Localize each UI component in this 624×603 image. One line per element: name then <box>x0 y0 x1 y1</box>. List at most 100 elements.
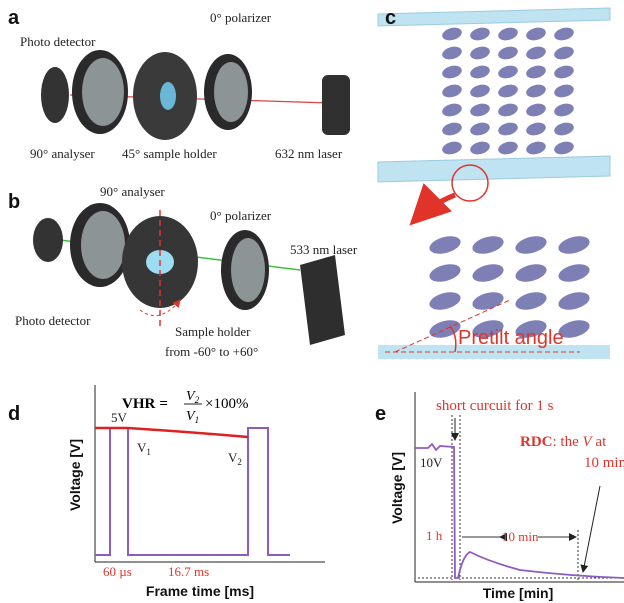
molecule <box>553 83 575 100</box>
label: 0° polarizer <box>210 208 272 223</box>
axis-label: Frame time [ms] <box>146 583 254 599</box>
molecule <box>441 83 463 100</box>
sample <box>160 82 176 110</box>
molecule <box>525 64 547 81</box>
molecule <box>513 261 548 285</box>
molecule <box>553 140 575 157</box>
label: 90° analyser <box>100 184 165 199</box>
molecule <box>427 261 462 285</box>
molecule <box>525 121 547 138</box>
tspan: RDC <box>520 434 553 450</box>
molecule <box>427 289 462 313</box>
molecule <box>553 26 575 43</box>
tspan: = <box>159 396 168 412</box>
molecule <box>497 121 519 138</box>
molecule <box>497 140 519 157</box>
formula-den: V1 <box>186 409 199 425</box>
bottom-plate <box>378 156 610 182</box>
molecule <box>513 289 548 313</box>
waveform <box>95 428 290 555</box>
tspan: 2 <box>237 457 242 467</box>
molecule <box>469 64 491 81</box>
molecule <box>553 64 575 81</box>
molecule <box>469 102 491 119</box>
molecule <box>553 102 575 119</box>
panel-c: c Pretilt angle <box>378 7 610 359</box>
molecule <box>553 121 575 138</box>
label: Photo detector <box>15 313 91 328</box>
label: 5V <box>111 410 128 425</box>
molecule <box>441 102 463 119</box>
molecule <box>513 233 548 257</box>
molecule <box>469 45 491 62</box>
label: V2 <box>228 450 242 467</box>
molecule <box>441 140 463 157</box>
label: 90° analyser <box>30 146 95 161</box>
label: 16.7 ms <box>168 564 209 579</box>
axis-label: Voltage [V] <box>67 439 83 511</box>
molecule <box>441 45 463 62</box>
label: 1 h <box>426 528 443 543</box>
molecule <box>497 102 519 119</box>
tspan: at <box>592 434 607 450</box>
analyser-glass <box>81 211 125 279</box>
formula-num: V2 <box>186 389 200 405</box>
molecule <box>441 121 463 138</box>
top-plate <box>378 8 610 26</box>
panel-a: a Photo detector 0° polarizer 90° analys… <box>8 7 350 161</box>
molecule <box>469 140 491 157</box>
panel-letter: a <box>8 7 20 29</box>
figure: a Photo detector 0° polarizer 90° analys… <box>0 0 624 603</box>
molecule <box>470 261 505 285</box>
molecule <box>470 233 505 257</box>
molecule <box>470 289 505 313</box>
detector <box>33 218 63 262</box>
molecule <box>525 45 547 62</box>
label: Photo detector <box>20 34 96 49</box>
tspan: VHR <box>122 396 156 412</box>
molecule <box>469 83 491 100</box>
panel-b: b 90° analyser 0° polarizer 533 nm laser… <box>8 184 358 359</box>
molecule <box>497 26 519 43</box>
laser <box>300 255 345 345</box>
label: 632 nm laser <box>275 146 343 161</box>
molecule <box>525 140 547 157</box>
molecule <box>525 83 547 100</box>
molecule <box>427 233 462 257</box>
molecule <box>441 26 463 43</box>
label: 45° sample holder <box>122 146 217 161</box>
zoom-arrow <box>413 195 455 222</box>
tspan: : the <box>553 434 583 450</box>
panel-letter: c <box>385 7 396 29</box>
polarizer-glass <box>231 238 265 302</box>
molecule <box>497 45 519 62</box>
label: from -60° to +60° <box>165 344 258 359</box>
arrow <box>583 486 600 572</box>
label: 0° polarizer <box>210 10 272 25</box>
molecule <box>556 261 591 285</box>
label: 60 µs <box>103 564 132 579</box>
molecule <box>525 26 547 43</box>
molecule <box>553 45 575 62</box>
label: 10 min <box>502 529 539 544</box>
tspan: 1 <box>146 447 151 457</box>
panel-letter: e <box>375 403 386 425</box>
label: 533 nm laser <box>290 242 358 257</box>
label: Sample holder <box>175 324 251 339</box>
laser <box>322 75 350 135</box>
molecule <box>556 233 591 257</box>
molecule <box>469 121 491 138</box>
held-voltage <box>95 428 248 437</box>
panel-d: d VHR= V2 V1 ×100% 5V V1 V2 60 µs 16.7 m… <box>8 385 325 599</box>
analyser-glass <box>82 58 124 126</box>
molecule <box>469 26 491 43</box>
label: Pretilt angle <box>458 327 564 349</box>
molecule <box>556 289 591 313</box>
polarizer-glass <box>214 62 248 122</box>
label: RDC: the V at <box>520 434 607 450</box>
molecule <box>525 102 547 119</box>
molecule <box>497 64 519 81</box>
axis-label: Voltage [V] <box>389 452 405 524</box>
molecule <box>441 64 463 81</box>
label: short curcuit for 1 s <box>436 398 554 414</box>
